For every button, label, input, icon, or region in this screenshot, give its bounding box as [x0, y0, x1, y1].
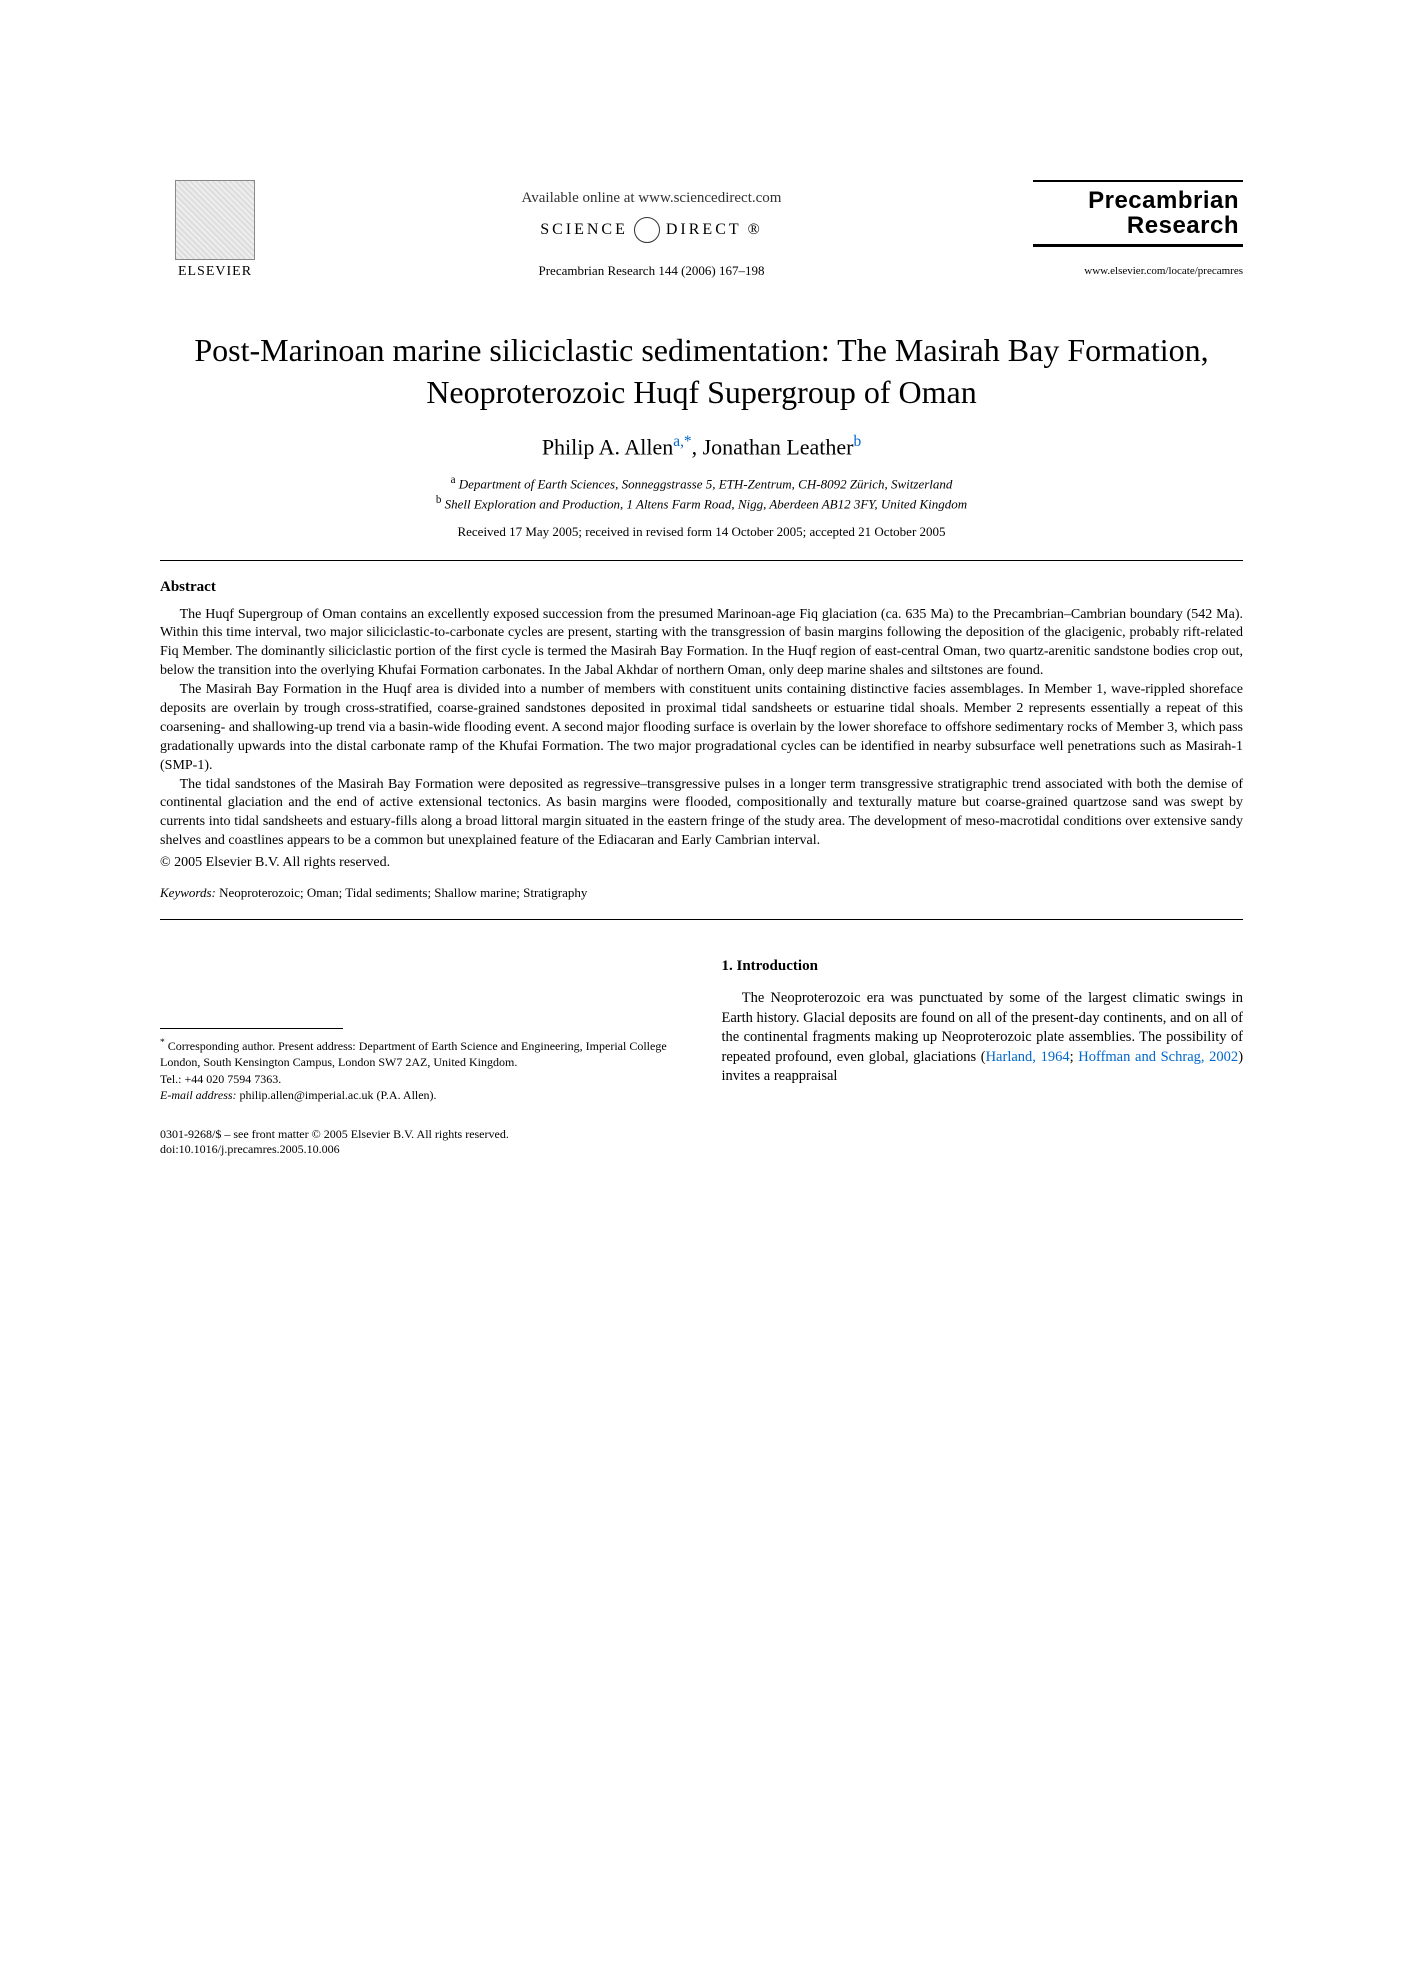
footnote-email: E-mail address: philip.allen@imperial.ac…	[160, 1087, 682, 1103]
abstract-body: The Huqf Supergroup of Oman contains an …	[160, 606, 1243, 852]
citation-harland-1964[interactable]: Harland, 1964	[986, 1049, 1070, 1065]
footnote-star: *	[160, 1037, 165, 1048]
affiliation-a: a Department of Earth Sciences, Sonneggs…	[160, 473, 1243, 494]
journal-block: Precambrian Research www.elsevier.com/lo…	[1033, 180, 1243, 277]
header-center: Available online at www.sciencedirect.co…	[270, 180, 1033, 279]
citation-hoffman-schrag-2002[interactable]: Hoffman and Schrag, 2002	[1078, 1049, 1238, 1065]
right-column: 1. Introduction The Neoproterozoic era w…	[722, 958, 1244, 1103]
page-footer: 0301-9268/$ – see front matter © 2005 El…	[160, 1127, 1243, 1158]
article-citation: Precambrian Research 144 (2006) 167–198	[270, 263, 1033, 279]
keywords-line: Keywords: Neoproterozoic; Oman; Tidal se…	[160, 885, 1243, 901]
keywords-text: Neoproterozoic; Oman; Tidal sediments; S…	[219, 885, 587, 900]
authors-line: Philip A. Allena,*, Jonathan Leatherb	[160, 433, 1243, 460]
affiliations: a Department of Earth Sciences, Sonneggs…	[160, 473, 1243, 514]
keywords-label: Keywords:	[160, 885, 216, 900]
aff-marker-a: a	[451, 474, 456, 486]
abstract-para-3: The tidal sandstones of the Masirah Bay …	[160, 776, 1243, 852]
abstract-para-2: The Masirah Bay Formation in the Huqf ar…	[160, 681, 1243, 775]
affiliation-b-text: Shell Exploration and Production, 1 Alte…	[445, 496, 968, 511]
available-online-text: Available online at www.sciencedirect.co…	[270, 190, 1033, 207]
footer-doi: doi:10.1016/j.precamres.2005.10.006	[160, 1142, 1243, 1158]
elsevier-tree-icon	[175, 180, 255, 260]
affiliation-b: b Shell Exploration and Production, 1 Al…	[160, 493, 1243, 514]
article-header: ELSEVIER Available online at www.science…	[160, 180, 1243, 280]
footnote-corr-text: Corresponding author. Present address: D…	[160, 1039, 667, 1069]
abstract-heading: Abstract	[160, 579, 1243, 596]
footnote-email-value: philip.allen@imperial.ac.uk (P.A. Allen)…	[240, 1088, 437, 1102]
journal-url: www.elsevier.com/locate/precamres	[1033, 265, 1243, 277]
author-2-name: Jonathan Leather	[703, 435, 854, 460]
publisher-name: ELSEVIER	[178, 264, 252, 280]
sciencedirect-word2: DIRECT	[666, 221, 742, 239]
footnote-email-label: E-mail address:	[160, 1088, 237, 1102]
sciencedirect-word1: SCIENCE	[540, 221, 628, 239]
rule-below-keywords	[160, 919, 1243, 920]
abstract-copyright: © 2005 Elsevier B.V. All rights reserved…	[160, 855, 1243, 871]
footnote-tel-value: +44 020 7594 7363.	[185, 1072, 282, 1086]
author-1-name: Philip A. Allen	[542, 435, 673, 460]
journal-title-box: Precambrian Research	[1033, 180, 1243, 247]
article-dates: Received 17 May 2005; received in revise…	[160, 524, 1243, 540]
footnote-rule	[160, 1028, 343, 1029]
footnote-tel-label: Tel.:	[160, 1072, 185, 1086]
sciencedirect-arrow-icon	[634, 217, 660, 243]
rule-above-abstract	[160, 560, 1243, 561]
journal-name-line2: Research	[1037, 213, 1239, 238]
footer-front-matter: 0301-9268/$ – see front matter © 2005 El…	[160, 1127, 1243, 1143]
publisher-block: ELSEVIER	[160, 180, 270, 280]
sciencedirect-logo: SCIENCE DIRECT ®	[270, 217, 1033, 243]
affiliation-a-text: Department of Earth Sciences, Sonneggstr…	[459, 476, 953, 491]
left-column: * Corresponding author. Present address:…	[160, 958, 682, 1103]
footnote-tel: Tel.: +44 020 7594 7363.	[160, 1071, 682, 1087]
section-1-body: The Neoproterozoic era was punctuated by…	[722, 989, 1244, 1087]
section-1-heading: 1. Introduction	[722, 958, 1244, 975]
abstract-para-1: The Huqf Supergroup of Oman contains an …	[160, 606, 1243, 682]
corresponding-author-footnote: * Corresponding author. Present address:…	[160, 1037, 682, 1070]
aff-marker-b: b	[436, 494, 442, 506]
citation-separator: ;	[1070, 1049, 1079, 1065]
author-1-marks[interactable]: a,*	[673, 433, 691, 450]
body-columns: * Corresponding author. Present address:…	[160, 958, 1243, 1103]
article-title: Post-Marinoan marine siliciclastic sedim…	[160, 330, 1243, 413]
journal-name-line1: Precambrian	[1037, 188, 1239, 213]
sciencedirect-regmark: ®	[748, 221, 763, 239]
author-2-marks[interactable]: b	[853, 433, 861, 450]
